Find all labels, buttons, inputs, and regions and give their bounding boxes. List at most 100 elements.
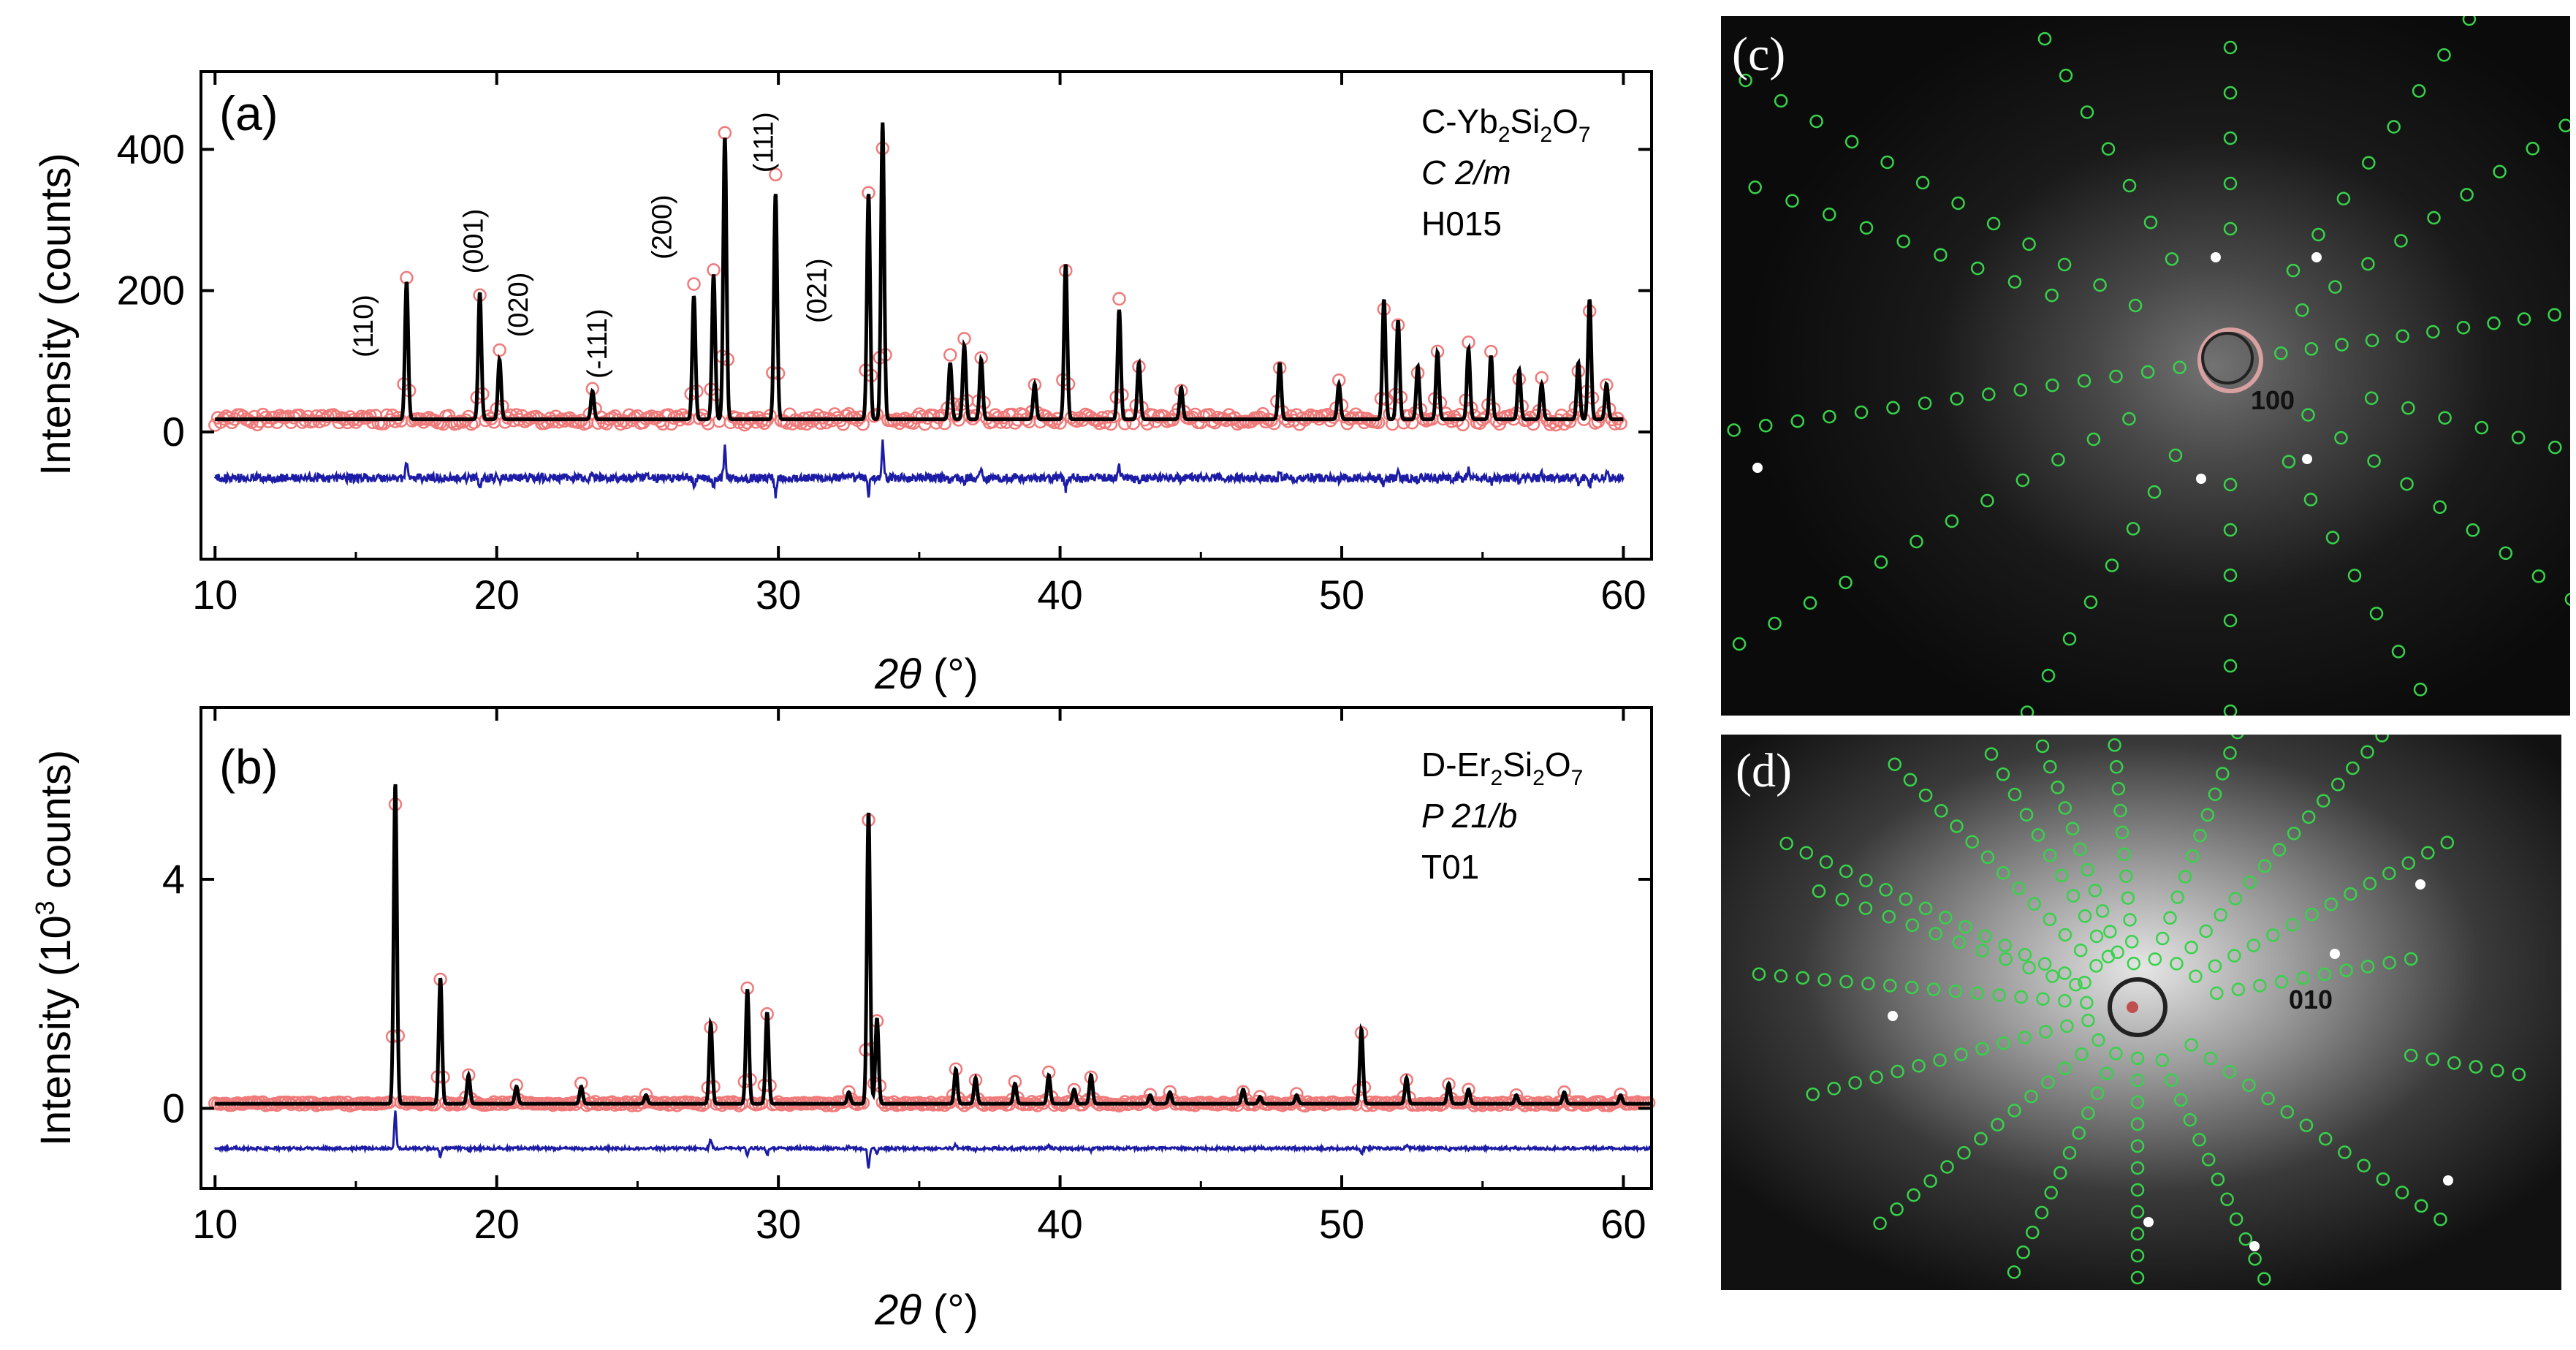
bright-spot: [2249, 1241, 2260, 1251]
spot-marker: [2165, 252, 2179, 266]
spot-marker: [1950, 392, 1964, 406]
spot-marker: [2531, 569, 2546, 583]
spot-marker: [2111, 781, 2126, 796]
spot-marker: [2223, 746, 2237, 760]
bright-spot: [2211, 252, 2221, 262]
spot-marker: [2281, 455, 2296, 469]
y-tick-label: 0: [162, 409, 185, 455]
spot-marker: [2089, 959, 2103, 973]
spot-marker: [2238, 1232, 2253, 1246]
observed-point: [718, 126, 732, 140]
spot-marker: [2072, 1126, 2086, 1140]
spot-marker: [1569, 447, 1581, 458]
bright-spot: [2311, 252, 2322, 262]
spot-marker: [2057, 257, 2072, 272]
observed-point: [1562, 414, 1577, 428]
spot-marker: [2089, 929, 2104, 944]
spot-marker: [2335, 338, 2349, 352]
spot-marker: [2062, 632, 2077, 646]
spot-marker: [2081, 1013, 2095, 1028]
spot-marker: [2035, 739, 2050, 754]
spot-marker: [1822, 208, 1836, 221]
spot-marker: [2268, 1293, 2279, 1305]
spot-marker: [1986, 216, 2001, 231]
spot-marker: [2287, 826, 2301, 841]
spot-marker: [2456, 320, 2471, 335]
spot-marker: [1952, 935, 1966, 949]
peak-annotation: (021): [802, 258, 833, 323]
spot-marker: [1839, 864, 1853, 879]
spot-marker: [1945, 514, 1959, 528]
spot-marker: [2058, 801, 2072, 815]
spot-marker: [2043, 848, 2057, 862]
spot-marker: [1665, 433, 1676, 445]
x-tick-label: 30: [756, 1201, 801, 1247]
spot-marker: [2499, 546, 2513, 561]
spot-marker: [2447, 1056, 2461, 1070]
spot-marker: [2189, 969, 2203, 983]
spot-marker: [2126, 522, 2140, 536]
spot-marker: [2077, 373, 2091, 388]
spot-marker: [1950, 819, 1964, 833]
observed-point: [493, 343, 506, 357]
spot-marker: [2117, 847, 2131, 862]
spot-marker: [2019, 808, 2034, 822]
spot-marker: [2078, 975, 2091, 990]
spot-marker: [2119, 869, 2133, 883]
spot-marker: [2029, 720, 2041, 732]
spot-marker: [2382, 866, 2396, 881]
spot-marker: [2231, 735, 2244, 740]
spot-marker: [2016, 1245, 2030, 1259]
spot-marker: [1505, 455, 1517, 467]
spot-marker: [1905, 918, 1920, 933]
spot-marker: [2058, 1061, 2072, 1075]
spot-marker: [1918, 396, 1932, 410]
spot-marker: [2034, 1205, 2049, 1220]
spot-marker: [2037, 31, 2052, 46]
x-tick-label: 50: [1319, 572, 1364, 618]
panel-a-xlabel: 2θ (°): [874, 651, 979, 698]
spot-marker: [2007, 787, 2022, 802]
calculated-line: [215, 784, 1652, 1106]
spot-marker: [1817, 973, 1831, 987]
spot-marker: [2103, 925, 2117, 938]
observed-point: [1557, 1085, 1571, 1099]
spot-marker: [2026, 1225, 2040, 1240]
spot-marker: [2325, 531, 2340, 545]
spot-marker: [2363, 876, 2377, 891]
spot-marker: [2346, 761, 2360, 776]
image-d-index-label: 010: [2289, 985, 2333, 1015]
spot-marker: [2360, 745, 2374, 759]
spot-marker: [1819, 855, 1834, 869]
spot-marker: [2317, 794, 2330, 808]
spot-marker: [2526, 142, 2539, 156]
bright-spot: [1888, 1011, 1898, 1021]
spot-marker: [1903, 773, 1918, 787]
spot-marker: [1839, 575, 1853, 590]
spot-marker: [2018, 1031, 2032, 1044]
spot-marker: [2547, 308, 2561, 322]
image-d-spots: [1752, 720, 2526, 1305]
spot-marker: [2081, 862, 2094, 877]
spot-marker: [2246, 938, 2261, 952]
spot-marker: [2018, 947, 2032, 962]
spot-marker: [2015, 473, 2030, 488]
spot-marker: [2105, 558, 2119, 572]
spot-marker: [2053, 1166, 2067, 1180]
spot-marker: [2229, 1212, 2243, 1226]
bright-spot: [2143, 1217, 2154, 1227]
spot-marker: [2130, 1248, 2145, 1263]
bright-spot: [2330, 949, 2340, 959]
spot-marker: [1996, 1036, 2010, 1050]
spot-marker: [2223, 659, 2238, 673]
spot-marker: [2548, 440, 2562, 455]
spot-marker: [2058, 928, 2072, 942]
x-tick-label: 40: [1037, 1201, 1082, 1247]
spot-marker: [2155, 1053, 2170, 1067]
spot-marker: [2080, 996, 2094, 1010]
spot-marker: [2022, 237, 2036, 251]
spot-marker: [1880, 155, 1894, 170]
spot-marker: [2223, 221, 2238, 236]
spot-marker: [2130, 1117, 2145, 1131]
spot-marker: [2051, 781, 2064, 795]
